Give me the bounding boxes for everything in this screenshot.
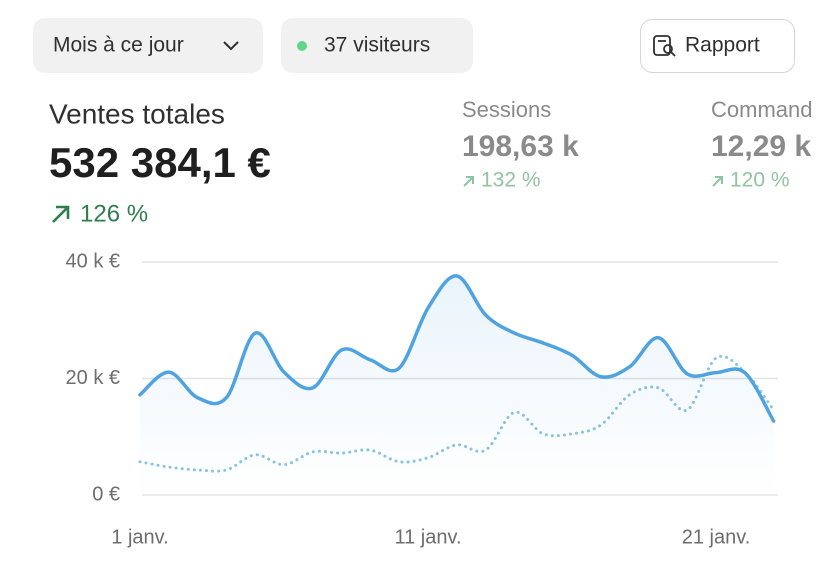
metric-label: Ventes totales [49,98,225,129]
metric-value: 198,63 k [462,130,579,163]
report-button[interactable]: Rapport [640,19,795,73]
line [138,274,776,423]
y-tick-label: 40 k € [66,250,120,272]
metric-value: 532 384,1 € [49,139,271,186]
period-label: Mois à ce jour [53,34,184,57]
x-tick-label: 21 janv. [682,526,751,548]
trend-arrow [52,205,70,223]
metric-change: 126 % [80,200,148,227]
live-dot [297,41,307,51]
report-icon [653,35,676,57]
trend-arrow [712,176,723,187]
metric-value: 12,29 k [711,130,811,163]
x-tick-label: 11 janv. [394,526,461,548]
chevron [223,41,239,51]
x-tick-label: 1 janv. [111,526,168,548]
metric-label: Sessions [462,97,551,122]
y-tick-label: 20 k € [66,367,120,389]
y-tick-label: 0 € [92,483,120,505]
metric-change: 132 % [481,169,541,192]
report-label: Rapport [685,34,760,57]
period-button[interactable]: Mois à ce jour [33,18,263,73]
area [140,275,774,495]
trend-arrow [463,176,474,187]
metric-label: Command [711,97,812,122]
visitors-badge[interactable]: 37 visiteurs [281,18,473,73]
metric-change: 120 % [730,169,790,192]
visitors-label: 37 visiteurs [324,34,430,57]
